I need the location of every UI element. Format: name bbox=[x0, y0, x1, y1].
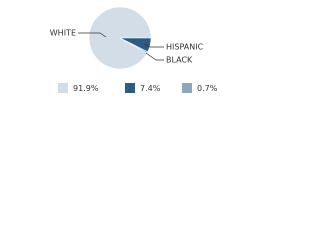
pie bbox=[88, 6, 152, 70]
legend-swatch bbox=[58, 83, 68, 93]
legend-label: 0.7% bbox=[197, 84, 218, 93]
legend-label: 7.4% bbox=[140, 84, 161, 93]
page: {"chart_data": {"type": "pie", "categori… bbox=[0, 0, 240, 100]
legend-label: 91.9% bbox=[73, 84, 99, 93]
leader-line bbox=[78, 32, 107, 38]
pie-slice bbox=[119, 37, 149, 54]
chart: WHITE HISPANIC BLACK 91.9% 7.4% 0.7% bbox=[50, 6, 218, 93]
leader-line bbox=[145, 52, 164, 61]
leader-line bbox=[143, 43, 164, 48]
slice-label: BLACK bbox=[166, 56, 193, 65]
legend-swatch bbox=[182, 83, 192, 93]
legend: 91.9% 7.4% 0.7% bbox=[58, 83, 218, 93]
legend-swatch bbox=[125, 83, 135, 93]
slice-label: HISPANIC bbox=[166, 43, 204, 52]
slice-label: WHITE bbox=[50, 29, 76, 38]
